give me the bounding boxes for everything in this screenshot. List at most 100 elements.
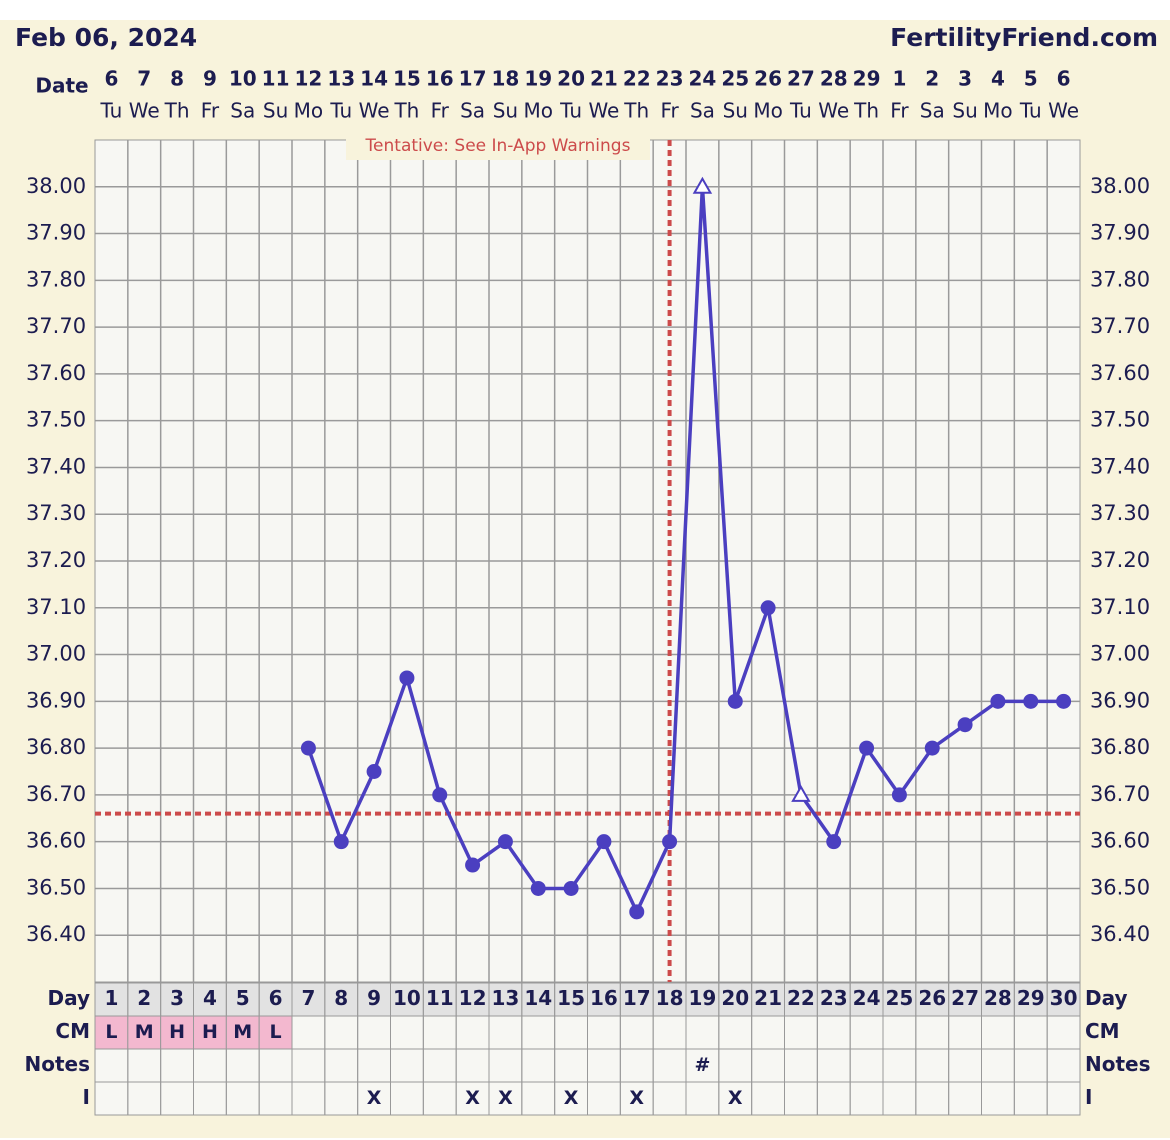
y-tick-label: 37.40 [26,454,86,478]
point [432,787,448,803]
y-tick-label: 37.30 [26,501,86,525]
y-tick-label-right: 38.00 [1090,174,1150,198]
date-label: 20 [557,67,585,91]
site-name: FertilityFriend.com [890,23,1158,52]
row-label-right: Notes [1085,1052,1151,1076]
y-tick-label-right: 36.90 [1090,688,1150,712]
day-number: 1 [104,986,118,1010]
point [791,784,811,802]
row-label: Notes [24,1052,90,1076]
weekday-label: Sa [230,99,255,123]
y-tick-label-right: 37.40 [1090,454,1150,478]
date-label: 22 [623,67,651,91]
date-label: 7 [137,67,151,91]
y-tick-label-right: 37.20 [1090,548,1150,572]
cell-value: M [233,1021,252,1043]
annotation-box [346,132,650,160]
date-label: 9 [203,67,217,91]
day-number: 26 [918,986,946,1010]
point [826,834,842,850]
day-number: 14 [524,986,552,1010]
weekday-label: Sa [690,99,715,123]
row-label-right: CM [1085,1019,1120,1043]
y-tick-label-right: 37.90 [1090,221,1150,245]
cell-value: # [694,1054,710,1076]
cell-value: X [629,1087,644,1109]
weekday-label: Th [393,99,419,123]
cell-value: X [465,1087,480,1109]
day-number: 5 [236,986,250,1010]
weekday-label: We [588,99,619,123]
weekday-label: Tu [1019,99,1042,123]
y-tick-label-right: 37.80 [1090,267,1150,291]
y-tick-label-right: 37.70 [1090,314,1150,338]
cell [225,1015,260,1050]
cell-value: X [367,1087,382,1109]
day-number: 18 [656,986,684,1010]
point [366,764,382,779]
date-label: 19 [524,67,552,91]
weekday-label: Tu [789,99,812,123]
weekday-label: Th [623,99,649,123]
date-label: 5 [1024,67,1038,91]
y-tick-label-right: 36.60 [1090,829,1150,853]
row-label-right: I [1085,1085,1092,1109]
day-number: 17 [623,986,651,1010]
date-label: 16 [426,67,454,91]
cell-value: X [564,1087,579,1109]
date-label: 25 [721,67,749,91]
point [692,176,713,194]
y-tick-label: 36.80 [26,735,86,759]
point [1056,693,1072,709]
point [859,740,875,756]
y-tick-label-right: 37.50 [1090,408,1150,432]
row-label-right: Day [1085,986,1128,1010]
weekday-label: Fr [660,99,679,123]
date-label: 6 [1057,67,1071,91]
y-tick-label: 38.00 [26,174,86,198]
weekday-label: We [1048,99,1079,123]
point [399,670,415,686]
y-tick-label-right: 37.00 [1090,642,1150,666]
y-tick-label: 37.80 [26,267,86,291]
y-tick-label: 37.60 [26,361,86,385]
point [891,787,907,803]
y-tick-label: 36.60 [26,829,86,853]
y-tick-label: 36.90 [26,688,86,712]
date-label: 18 [491,67,519,91]
day-number: 8 [334,986,348,1010]
day-number: 13 [491,986,519,1010]
weekday-label: Su [263,99,288,123]
day-number: 21 [754,986,782,1010]
day-number: 15 [557,986,585,1010]
point [727,693,743,709]
cell [127,1015,162,1050]
day-number: 3 [170,986,184,1010]
day-number: 11 [426,986,454,1010]
y-tick-label: 37.10 [26,595,86,619]
y-tick-label-right: 36.80 [1090,735,1150,759]
cell-value: M [135,1021,154,1043]
day-number: 16 [590,986,618,1010]
cell-value: L [105,1021,117,1043]
y-tick-label: 37.70 [26,314,86,338]
day-number: 12 [459,986,487,1010]
date-label: 15 [393,67,421,91]
weekday-label: Th [853,99,879,123]
point [563,880,579,896]
point [1023,693,1039,709]
y-tick-label-right: 36.70 [1090,782,1150,806]
cell-value: H [169,1021,185,1043]
day-number: 25 [885,986,913,1010]
date-label: 14 [360,67,388,91]
date-label: 8 [170,67,184,91]
day-number: 9 [367,986,381,1010]
y-tick-label: 37.00 [26,642,86,666]
weekday-label: Tu [559,99,582,123]
point [760,600,776,616]
day-number: 23 [820,986,848,1010]
day-number: 4 [203,986,217,1010]
row-label: Day [47,986,90,1010]
date-label: 29 [853,67,881,91]
day-number: 28 [984,986,1012,1010]
